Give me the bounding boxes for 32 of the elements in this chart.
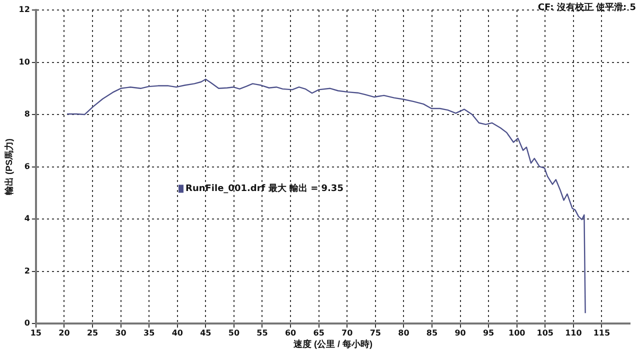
y-tick-label: 4 bbox=[24, 214, 30, 224]
y-tick-label: 6 bbox=[24, 162, 30, 171]
x-tick-label: 50 bbox=[228, 328, 240, 338]
x-tick-label: 90 bbox=[454, 328, 466, 338]
y-tick-label: 12 bbox=[18, 5, 30, 14]
y-axis-title: 輸出 (PS馬力) bbox=[4, 138, 14, 196]
x-tick-label: 45 bbox=[200, 328, 212, 338]
y-tick-label: 10 bbox=[18, 57, 30, 66]
annotation: CF: 沒有校正 使平滑: 5 bbox=[538, 1, 636, 14]
x-tick-label: 60 bbox=[284, 328, 297, 338]
x-tick-label: 55 bbox=[256, 328, 268, 338]
x-tick-label: 95 bbox=[482, 328, 495, 338]
x-tick-label: 100 bbox=[508, 328, 526, 338]
x-tick-label: 75 bbox=[370, 328, 382, 338]
x-tick-label: 115 bbox=[593, 328, 610, 338]
y-tick-label: 8 bbox=[24, 110, 30, 119]
y-tick-label: 2 bbox=[24, 266, 30, 276]
x-axis-title: 速度 (公里 / 每小時) bbox=[292, 339, 372, 350]
x-tick-label: 20 bbox=[58, 328, 70, 338]
x-tick-label: 15 bbox=[30, 328, 42, 338]
x-tick-label: 30 bbox=[115, 328, 127, 338]
x-tick-label: 105 bbox=[536, 328, 554, 338]
x-tick-label: 35 bbox=[144, 328, 156, 338]
x-tick-label: 110 bbox=[565, 328, 582, 338]
x-tick-label: 40 bbox=[172, 328, 184, 338]
x-tick-label: 65 bbox=[313, 328, 325, 338]
y-tick-label: 0 bbox=[24, 318, 30, 328]
x-tick-label: 85 bbox=[426, 328, 438, 338]
x-tick-label: 70 bbox=[342, 328, 354, 338]
x-tick-label: 25 bbox=[86, 328, 99, 338]
legend-label: RunFile_001.drf 最大 輸出 = 9.35 bbox=[186, 183, 344, 194]
x-tick-label: 80 bbox=[398, 328, 410, 338]
